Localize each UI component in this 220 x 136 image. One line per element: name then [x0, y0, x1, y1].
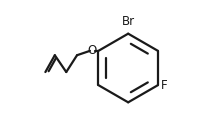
Text: F: F: [161, 79, 168, 92]
Text: Br: Br: [122, 15, 135, 28]
Text: O: O: [88, 44, 97, 57]
